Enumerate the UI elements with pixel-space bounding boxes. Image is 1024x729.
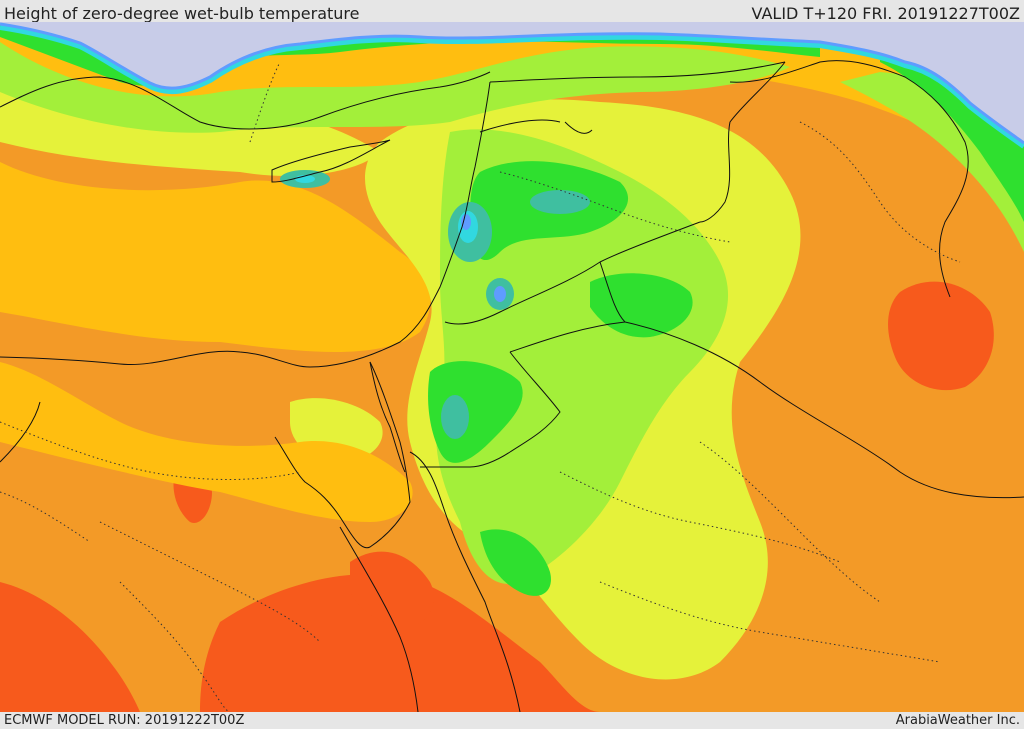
field-blue-golan — [494, 286, 506, 302]
field-red-sw — [0, 582, 140, 712]
weather-map — [0, 22, 1024, 712]
field-red-south — [200, 574, 600, 712]
field-teal-jordan — [441, 395, 469, 439]
map-canvas — [0, 22, 1024, 712]
field-lightgreen-n — [0, 42, 790, 133]
valid-time: VALID T+120 FRI. 20191227T00Z — [751, 4, 1020, 23]
field-teal-syria — [530, 190, 590, 214]
credit: ArabiaWeather Inc. — [895, 713, 1020, 728]
field-green-iraq — [590, 273, 693, 338]
country-borders — [369, 61, 1024, 499]
field-cyan-fringe — [0, 24, 1024, 149]
map-title: Height of zero-degree wet-bulb temperatu… — [4, 4, 360, 23]
coastlines — [0, 60, 969, 712]
field-green-saudi — [480, 529, 551, 596]
footer-bar: ECMWF MODEL RUN: 20191222T00Z ArabiaWeat… — [0, 712, 1024, 729]
dotted-boundaries — [0, 61, 961, 712]
field-blue-fringe — [0, 22, 1024, 145]
field-red-iran — [888, 281, 994, 391]
field-gold-med — [0, 162, 431, 352]
field-blue-lebanon — [461, 214, 471, 230]
field-red-redsea — [350, 551, 434, 627]
model-run: ECMWF MODEL RUN: 20191222T00Z — [4, 713, 245, 728]
field-gold-egypt — [0, 362, 413, 522]
header-bar: Height of zero-degree wet-bulb temperatu… — [0, 0, 1024, 23]
